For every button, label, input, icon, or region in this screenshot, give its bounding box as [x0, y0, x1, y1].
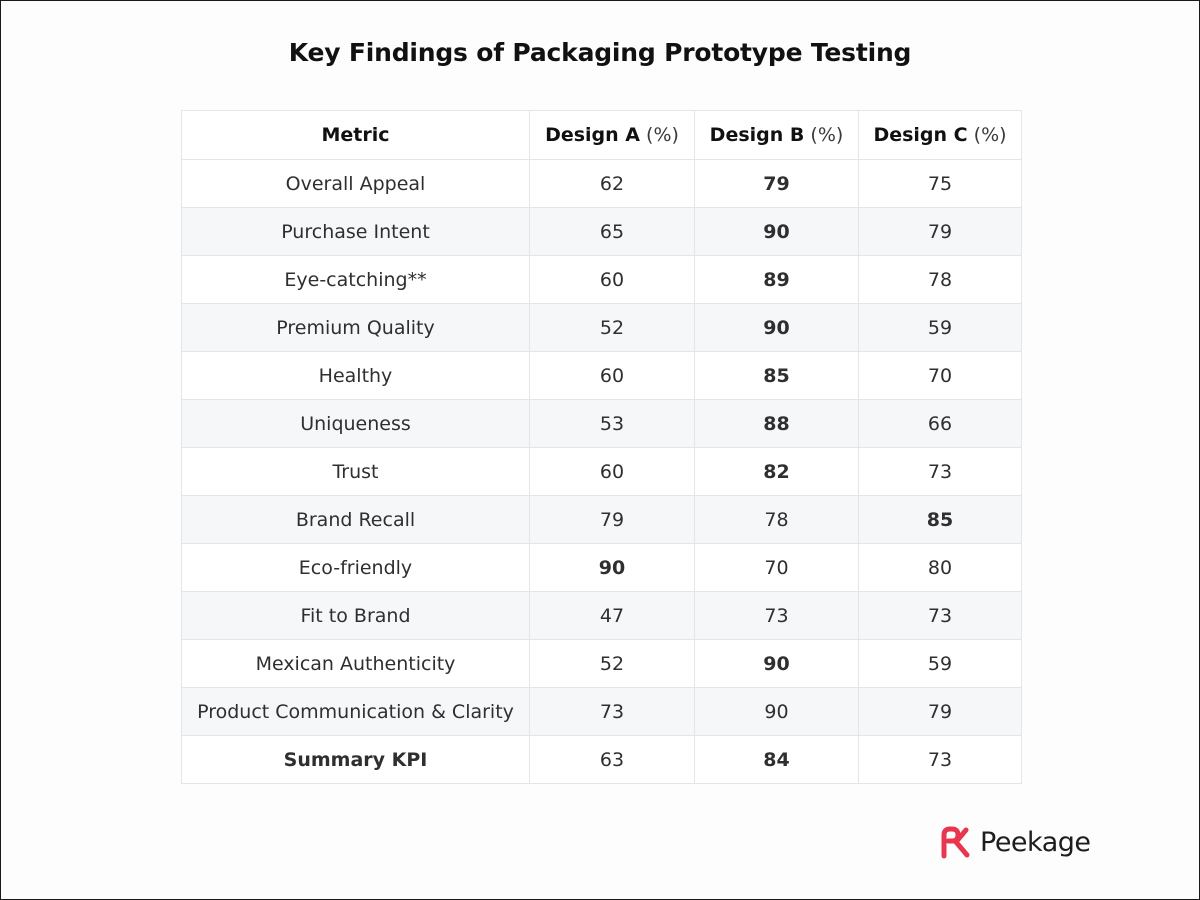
- metric-cell: Fit to Brand: [181, 591, 530, 640]
- design-b-value: 90: [694, 303, 859, 352]
- header-label: Metric: [321, 124, 390, 146]
- design-c-value: 75: [858, 159, 1022, 208]
- table-row: Premium Quality 52 90 59: [181, 303, 1022, 352]
- design-b-value: 82: [694, 447, 859, 496]
- header-metric: Metric: [181, 110, 530, 160]
- design-c-value: 79: [858, 687, 1022, 736]
- metric-cell: Trust: [181, 447, 530, 496]
- metric-cell: Mexican Authenticity: [181, 639, 530, 688]
- design-a-value: 79: [529, 495, 695, 544]
- header-label: Design B: [709, 124, 805, 146]
- design-c-value: 80: [858, 543, 1022, 592]
- design-c-value: 73: [858, 735, 1022, 784]
- metric-cell: Product Communication & Clarity: [181, 687, 530, 736]
- design-c-value: 66: [858, 399, 1022, 448]
- header-design-b: Design B (%): [694, 110, 859, 160]
- metric-cell: Uniqueness: [181, 399, 530, 448]
- table-row: Healthy 60 85 70: [181, 351, 1022, 400]
- design-b-value: 84: [694, 735, 859, 784]
- design-a-value: 52: [529, 303, 695, 352]
- design-b-value: 90: [694, 639, 859, 688]
- design-c-value: 85: [858, 495, 1022, 544]
- header-design-a: Design A (%): [529, 110, 695, 160]
- design-b-value: 70: [694, 543, 859, 592]
- header-design-c: Design C (%): [858, 110, 1022, 160]
- design-b-value: 88: [694, 399, 859, 448]
- design-b-value: 78: [694, 495, 859, 544]
- design-a-value: 90: [529, 543, 695, 592]
- peekage-logo-icon: [941, 826, 970, 859]
- design-a-value: 60: [529, 447, 695, 496]
- metric-cell: Premium Quality: [181, 303, 530, 352]
- table-row: Eye-catching** 60 89 78: [181, 255, 1022, 304]
- design-a-value: 73: [529, 687, 695, 736]
- header-unit: (%): [646, 124, 679, 146]
- design-b-value: 73: [694, 591, 859, 640]
- design-a-value: 52: [529, 639, 695, 688]
- findings-table: Metric Design A (%) Design B (%) Design …: [181, 110, 1022, 784]
- design-a-value: 60: [529, 351, 695, 400]
- table-row: Trust 60 82 73: [181, 447, 1022, 496]
- design-b-value: 90: [694, 687, 859, 736]
- design-b-value: 79: [694, 159, 859, 208]
- design-c-value: 73: [858, 447, 1022, 496]
- table-row: Purchase Intent 65 90 79: [181, 207, 1022, 256]
- metric-cell: Summary KPI: [181, 735, 530, 784]
- header-label: Design A: [545, 124, 640, 146]
- design-a-value: 60: [529, 255, 695, 304]
- header-unit: (%): [973, 124, 1007, 146]
- table-row: Fit to Brand 47 73 73: [181, 591, 1022, 640]
- design-c-value: 59: [858, 639, 1022, 688]
- design-c-value: 59: [858, 303, 1022, 352]
- design-c-value: 73: [858, 591, 1022, 640]
- table-row: Mexican Authenticity 52 90 59: [181, 639, 1022, 688]
- design-a-value: 62: [529, 159, 695, 208]
- metric-cell: Eye-catching**: [181, 255, 530, 304]
- table-header: Metric Design A (%) Design B (%) Design …: [181, 110, 1022, 160]
- table-row: Product Communication & Clarity 73 90 79: [181, 687, 1022, 736]
- design-b-value: 89: [694, 255, 859, 304]
- header-row: Metric Design A (%) Design B (%) Design …: [181, 110, 1022, 160]
- design-c-value: 70: [858, 351, 1022, 400]
- design-a-value: 65: [529, 207, 695, 256]
- design-c-value: 79: [858, 207, 1022, 256]
- design-c-value: 78: [858, 255, 1022, 304]
- header-unit: (%): [810, 124, 844, 146]
- header-label: Design C: [873, 124, 968, 146]
- table-body: Overall Appeal 62 79 75 Purchase Intent 65 90 7…: [181, 159, 1022, 784]
- metric-cell: Brand Recall: [181, 495, 530, 544]
- brand-logo: Peekage: [938, 822, 1091, 862]
- metric-cell: Healthy: [181, 351, 530, 400]
- design-b-value: 85: [694, 351, 859, 400]
- design-a-value: 63: [529, 735, 695, 784]
- table-row: Eco-friendly 90 70 80: [181, 543, 1022, 592]
- design-a-value: 53: [529, 399, 695, 448]
- table-row: Summary KPI 63 84 73: [181, 735, 1022, 784]
- metric-cell: Eco-friendly: [181, 543, 530, 592]
- brand-name: Peekage: [980, 826, 1091, 858]
- page-title: Key Findings of Packaging Prototype Test…: [288, 38, 912, 67]
- metric-cell: Overall Appeal: [181, 159, 530, 208]
- table-row: Brand Recall 79 78 85: [181, 495, 1022, 544]
- table-row: Overall Appeal 62 79 75: [181, 159, 1022, 208]
- design-b-value: 90: [694, 207, 859, 256]
- table-row: Uniqueness 53 88 66: [181, 399, 1022, 448]
- design-a-value: 47: [529, 591, 695, 640]
- metric-cell: Purchase Intent: [181, 207, 530, 256]
